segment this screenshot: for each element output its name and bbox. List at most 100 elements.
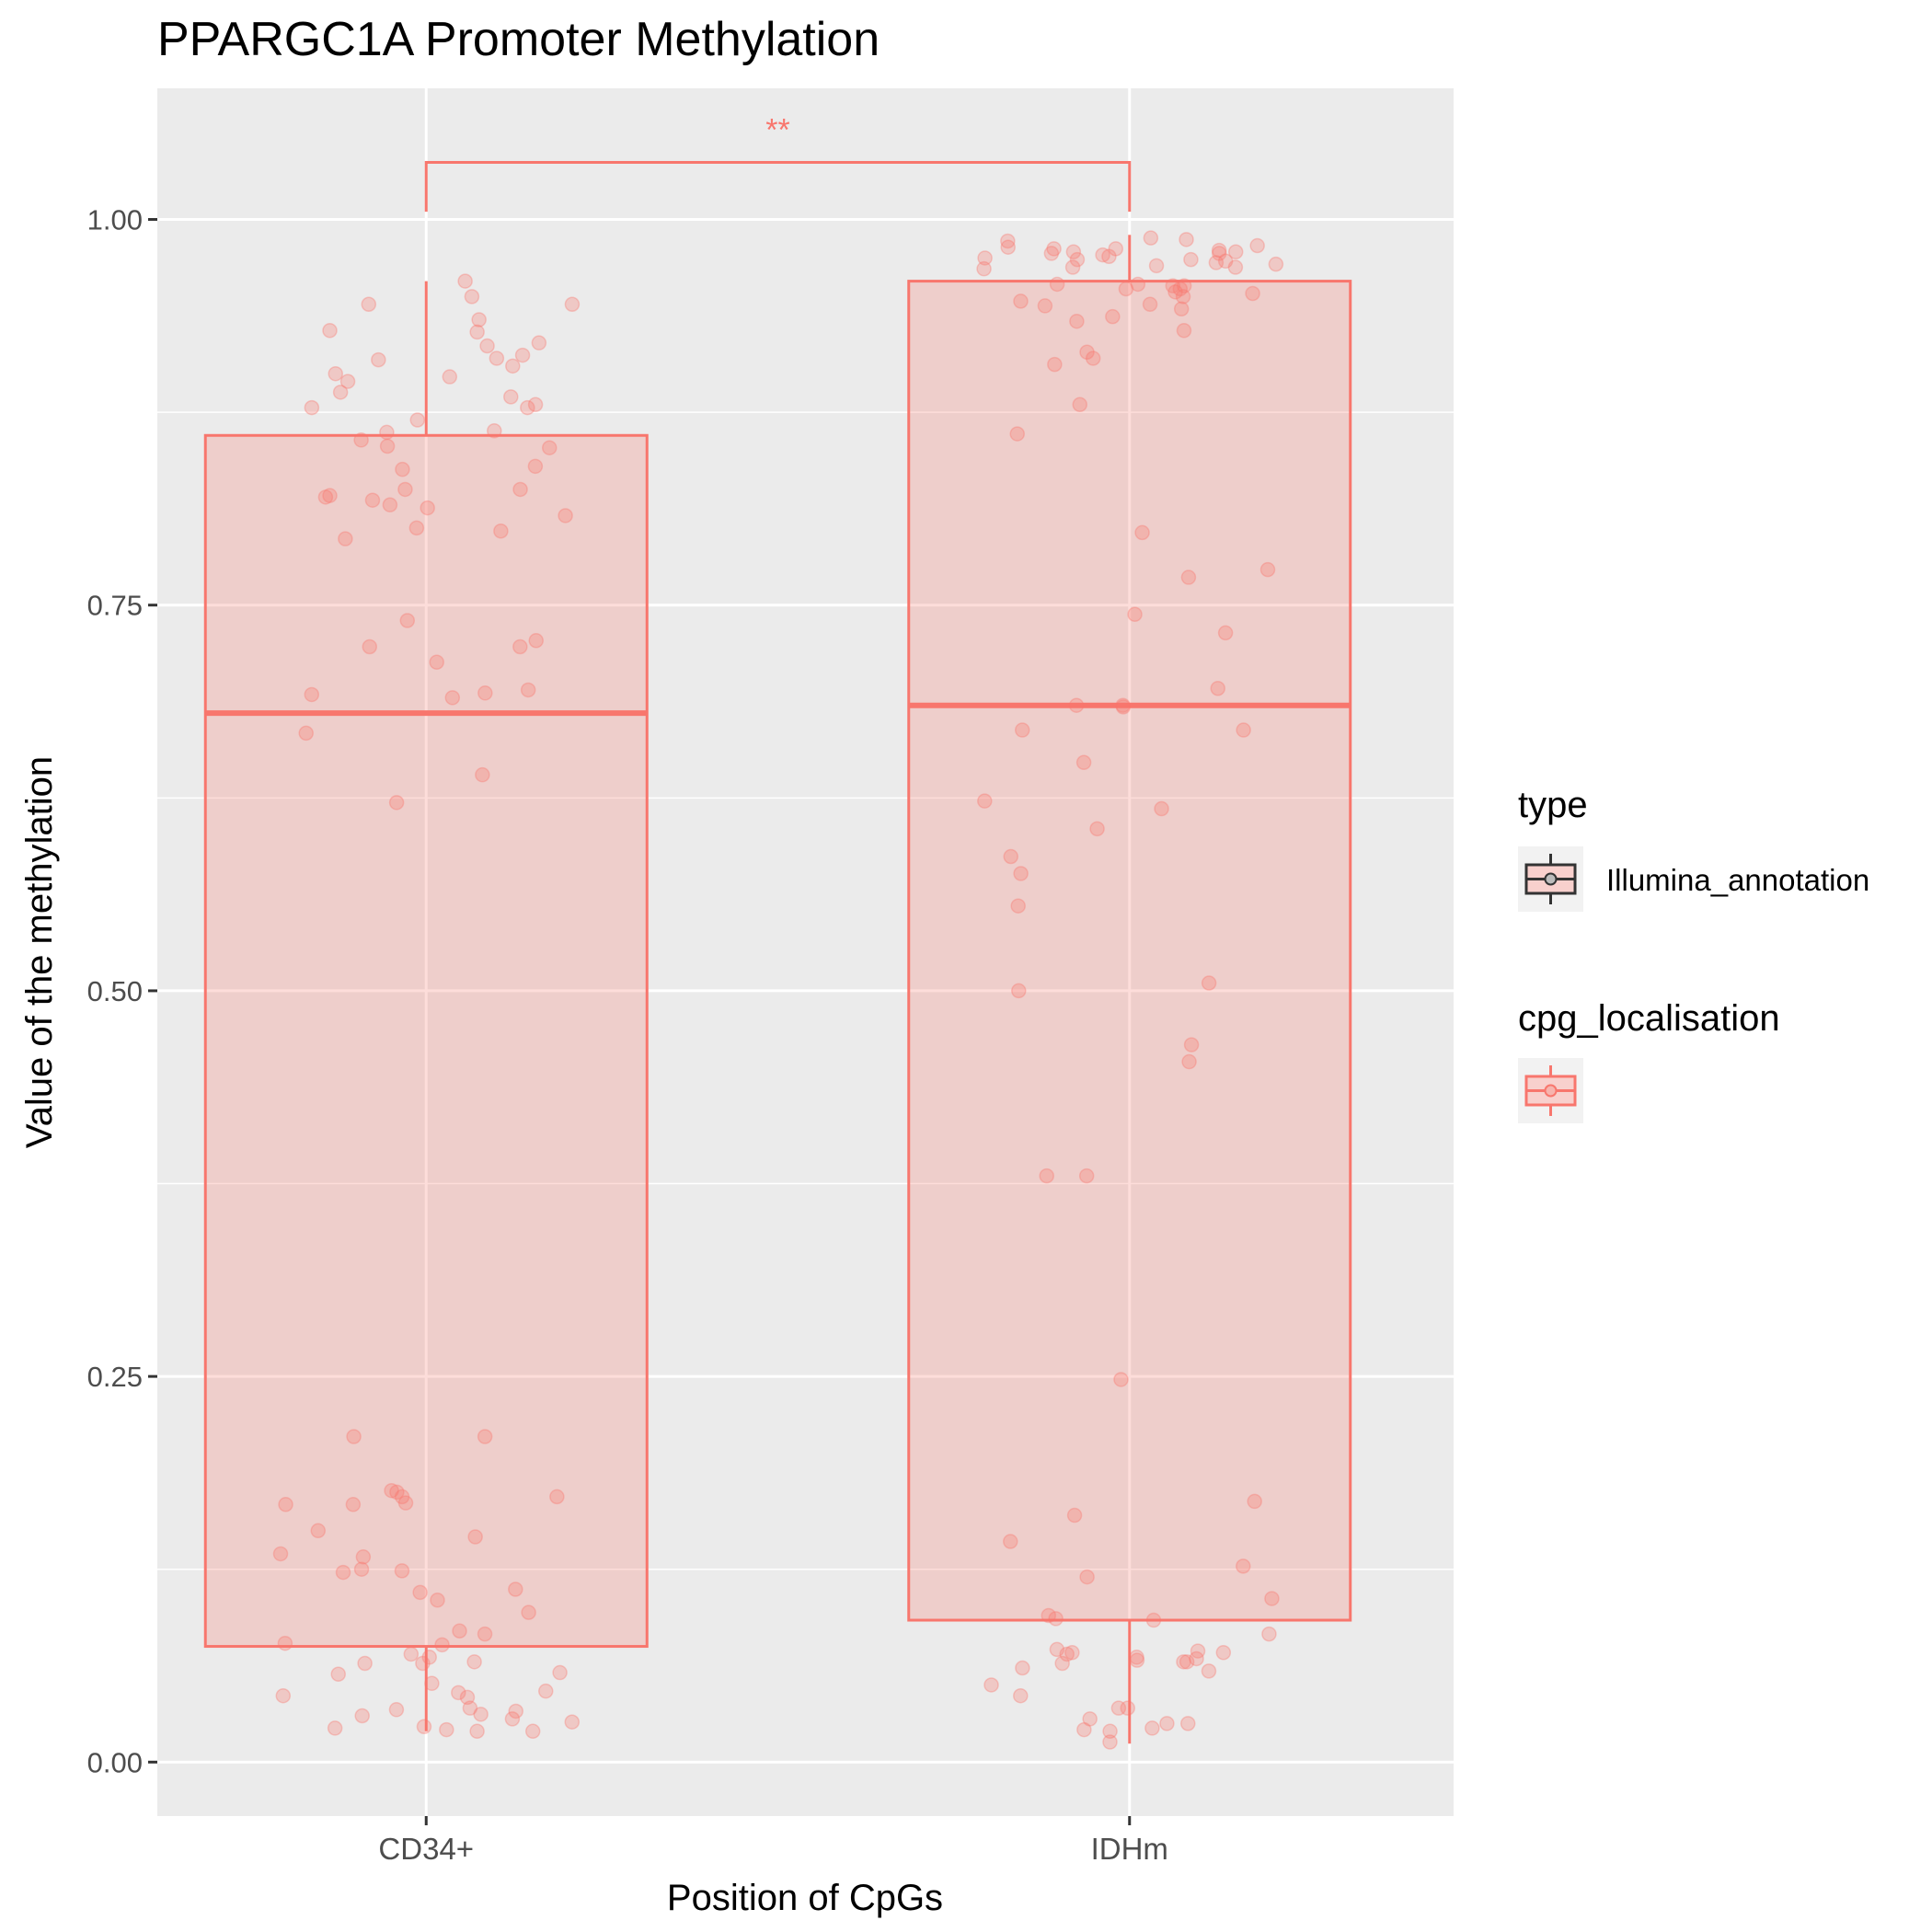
data-point [382,497,398,512]
data-point [1183,1037,1200,1052]
data-point [1264,1591,1280,1606]
data-point [1249,237,1265,254]
data-point [1159,1716,1175,1731]
data-point [1259,561,1276,578]
data-point [1013,293,1029,309]
data-point [479,338,495,354]
data-point [469,324,485,340]
data-point [1142,296,1158,312]
data-point [1190,1643,1206,1659]
data-point [439,1721,454,1738]
data-point [415,1655,431,1672]
data-point [1129,1650,1144,1665]
x-tick-label: CD34+ [378,1832,474,1866]
data-point [1076,1721,1092,1738]
data-point [477,685,493,701]
data-point [977,793,993,809]
y-tick-label: 0.00 [87,1746,143,1778]
data-point [471,312,487,328]
points [272,230,1284,1750]
data-point [384,1482,399,1499]
data-point [379,438,396,454]
data-point [1179,1654,1195,1670]
data-point [477,1429,493,1444]
data-point [1172,281,1189,297]
data-point [1079,344,1095,360]
data-point [430,1593,445,1608]
y-tick-label: 1.00 [87,204,143,236]
data-point [355,1549,372,1565]
data-point [1046,241,1062,257]
data-point [1129,1652,1145,1668]
data-point [1013,1687,1029,1704]
x-axis-ticks: CD34+ IDHm [378,1816,1168,1866]
y-tick-label: 0.50 [87,975,143,1007]
data-point [1261,1626,1277,1642]
data-point [330,1666,346,1682]
data-point [1210,681,1226,696]
data-point [1236,1558,1251,1574]
data-point [421,1650,437,1665]
data-point [976,260,992,277]
data-point [531,335,547,351]
data-point [1201,975,1217,991]
data-point [1108,241,1124,257]
legend-type-key-icon [1524,854,1577,904]
data-point [552,1664,568,1681]
boxes [203,235,1352,1744]
data-point [1143,230,1159,246]
data-point [1041,1607,1057,1624]
data-point [512,638,528,655]
data-point [549,1489,565,1505]
data-point [362,638,378,655]
y-tick-label: 0.25 [87,1361,143,1393]
data-point [469,1723,485,1740]
data-point [1165,278,1181,293]
data-point [403,1646,420,1662]
data-point [1227,244,1244,259]
data-point [1037,298,1053,314]
data-point [1009,426,1025,442]
data-point [466,1654,482,1670]
data-point [1134,524,1150,541]
data-point [346,1429,362,1444]
data-point [1065,244,1082,259]
data-point [354,1708,370,1724]
data-point [1000,239,1016,255]
data-point [508,1581,523,1597]
data-point [1118,281,1134,297]
data-point [389,1484,405,1501]
data-point [353,432,369,448]
data-point [429,654,444,671]
data-point [328,365,344,382]
data-point [1127,606,1143,623]
data-point [1010,898,1026,914]
data-point [397,481,413,498]
data-point [1144,1720,1160,1736]
data-point [1089,821,1105,837]
data-point [424,1675,440,1692]
data-point [528,633,544,649]
data-point [388,795,405,811]
data-point [1079,1569,1095,1585]
data-point [361,296,377,312]
significance-bracket: ** [424,112,1132,213]
data-point [395,461,410,477]
data-point [412,1584,428,1601]
data-point [1064,259,1081,275]
data-point [1075,754,1092,771]
data-point [345,1497,362,1512]
legend-cpg-title: cpg_localisation [1518,998,1780,1039]
data-point [1054,1655,1070,1672]
data-point [514,347,531,363]
data-point [1148,258,1165,274]
data-point [1047,356,1063,373]
data-point [467,1529,483,1545]
y-axis-ticks: 0.00 0.25 0.50 0.75 1.00 [87,204,157,1778]
data-point [1069,251,1086,268]
data-point [1227,259,1244,275]
data-point [277,1635,293,1651]
data-point [1176,1654,1191,1670]
data-point [503,389,519,405]
data-point [1179,232,1194,247]
